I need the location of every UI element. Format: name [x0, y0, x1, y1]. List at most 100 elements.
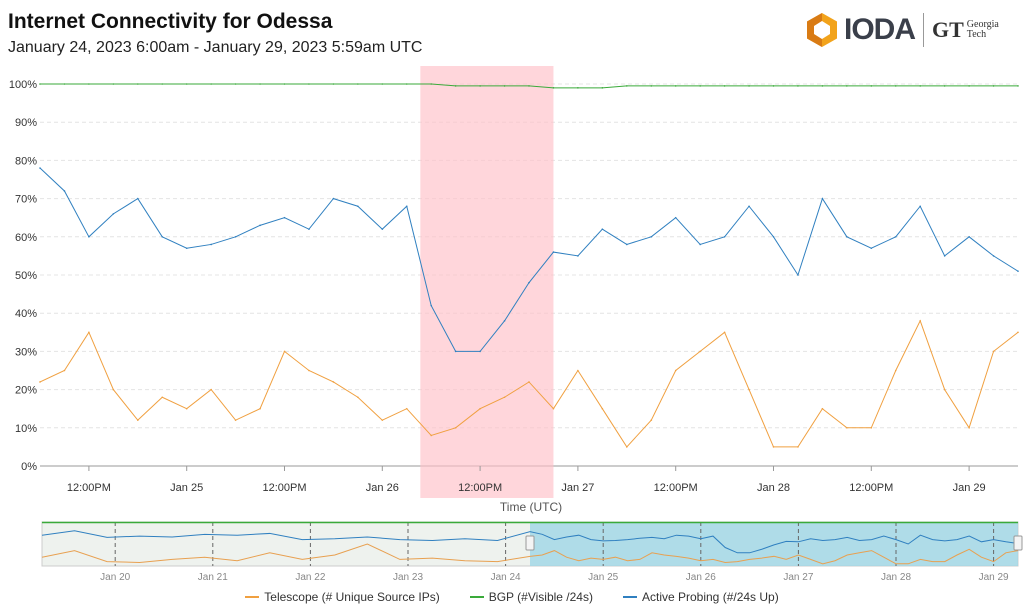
- connectivity-chart[interactable]: 0% 10% 20% 30% 40% 50% 60% 70% 80% 90% 100% 12:00PM…: [0, 0, 1024, 590]
- data-point: [332, 197, 335, 200]
- data-point: [699, 350, 701, 353]
- data-point: [185, 407, 188, 410]
- navigator-tick-label: Jan 26: [686, 572, 716, 583]
- data-point: [503, 85, 506, 87]
- data-point: [210, 83, 212, 85]
- x-tick-label: Jan 29: [953, 482, 986, 494]
- data-point: [846, 236, 848, 238]
- data-point: [723, 85, 726, 87]
- ioda-logo: IODA GT Georgia Tech: [806, 12, 999, 48]
- data-point: [430, 304, 433, 307]
- data-point: [723, 331, 726, 334]
- data-point: [357, 396, 359, 399]
- y-tick-label: 30%: [15, 346, 37, 358]
- data-point: [846, 85, 848, 87]
- navigator-tick-label: Jan 27: [783, 572, 813, 583]
- data-point: [748, 85, 750, 87]
- legend-item[interactable]: Active Probing (#/24s Up): [622, 590, 779, 604]
- data-point: [430, 83, 433, 85]
- data-point: [992, 350, 995, 353]
- data-point: [821, 197, 824, 200]
- data-point: [943, 85, 946, 87]
- data-point: [454, 427, 457, 429]
- data-point: [332, 381, 335, 383]
- data-point: [479, 85, 481, 87]
- data-point: [259, 224, 261, 227]
- legend-item[interactable]: BGP (#Visible /24s): [469, 590, 593, 604]
- legend-label: Active Probing (#/24s Up): [641, 590, 779, 604]
- data-point: [137, 83, 139, 85]
- data-point: [894, 85, 897, 87]
- data-point: [894, 236, 897, 238]
- navigator[interactable]: Jan 20 Jan 21 Jan 22 Jan 23 Jan 24 Jan 25 Jan …: [41, 521, 1023, 583]
- y-tick-label: 100%: [9, 79, 37, 91]
- data-point: [454, 85, 457, 87]
- data-point: [894, 369, 897, 372]
- data-point: [357, 83, 359, 85]
- data-point: [332, 83, 335, 85]
- navigator-selection: [530, 522, 1018, 566]
- y-tick-label: 60%: [15, 232, 37, 244]
- y-tick-label: 50%: [15, 270, 37, 282]
- data-point: [405, 407, 408, 410]
- data-point: [821, 85, 824, 87]
- navigator-handle[interactable]: [1013, 535, 1023, 551]
- data-point: [601, 407, 604, 410]
- data-point: [405, 205, 408, 208]
- data-point: [723, 236, 726, 238]
- ioda-logo-text: IODA: [844, 13, 916, 46]
- data-point: [919, 85, 921, 87]
- data-point: [283, 83, 286, 85]
- data-point: [259, 407, 261, 410]
- data-point: [797, 446, 799, 448]
- navigator-tick-label: Jan 22: [295, 572, 325, 583]
- data-point: [234, 83, 237, 85]
- data-point: [259, 83, 261, 85]
- data-point: [381, 83, 384, 85]
- data-point: [650, 419, 653, 421]
- data-point: [63, 369, 66, 372]
- data-point: [112, 213, 115, 215]
- data-point: [1017, 270, 1019, 272]
- data-point: [748, 388, 750, 391]
- data-point: [772, 85, 775, 87]
- data-point: [797, 274, 799, 276]
- x-tick-label: 12:00PM: [849, 482, 893, 494]
- y-tick-label: 0%: [21, 461, 37, 473]
- data-point: [919, 320, 921, 322]
- data-point: [234, 419, 237, 421]
- data-point: [88, 83, 90, 85]
- data-point: [210, 388, 212, 391]
- data-point: [650, 236, 653, 238]
- data-point: [968, 427, 970, 429]
- data-point: [821, 407, 824, 410]
- legend-label: BGP (#Visible /24s): [488, 590, 593, 604]
- data-point: [601, 228, 604, 230]
- data-point: [626, 446, 628, 448]
- data-point: [381, 228, 384, 230]
- data-point: [577, 87, 579, 89]
- data-point: [308, 228, 310, 230]
- data-point: [39, 83, 41, 85]
- data-point: [88, 331, 90, 334]
- y-tick-label: 70%: [15, 194, 37, 206]
- data-point: [161, 396, 164, 399]
- data-point: [479, 350, 481, 353]
- y-tick-label: 40%: [15, 308, 37, 320]
- data-point: [39, 381, 41, 383]
- data-point: [210, 243, 212, 246]
- data-point: [992, 85, 995, 87]
- navigator-tick-label: Jan 28: [881, 572, 911, 583]
- legend-item[interactable]: Telescope (# Unique Source IPs): [245, 590, 440, 604]
- data-point: [919, 205, 921, 208]
- page-title: Internet Connectivity for Odessa: [8, 10, 333, 33]
- data-point: [772, 236, 775, 238]
- data-point: [283, 216, 286, 219]
- data-point: [308, 369, 310, 372]
- data-point: [1017, 85, 1019, 87]
- navigator-tick-label: Jan 20: [100, 572, 130, 583]
- data-point: [772, 446, 775, 448]
- data-point: [503, 320, 506, 322]
- data-point: [39, 167, 41, 169]
- navigator-handle[interactable]: [525, 535, 535, 551]
